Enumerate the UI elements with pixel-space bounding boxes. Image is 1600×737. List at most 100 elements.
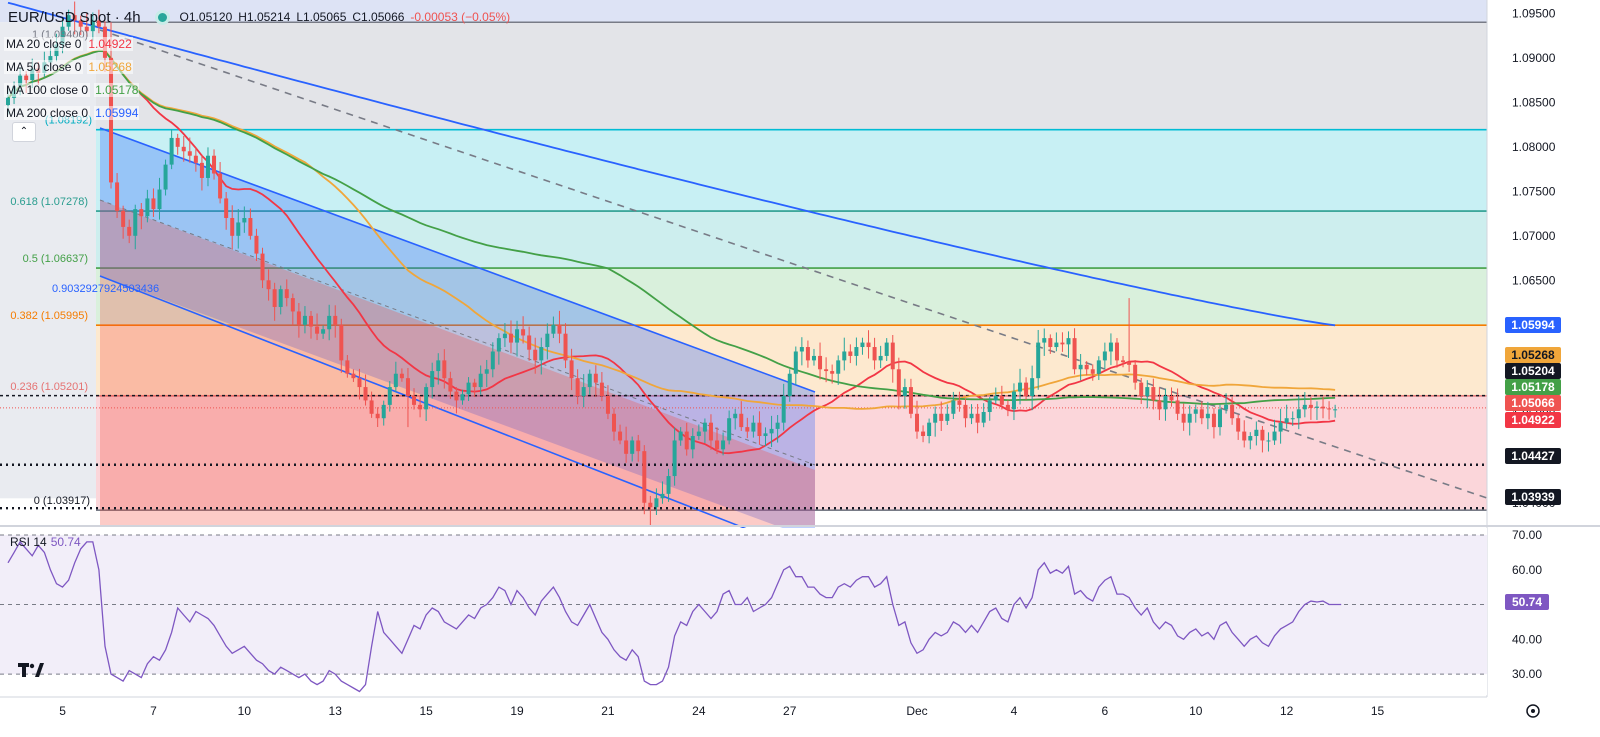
candle-body <box>109 57 114 183</box>
rsi-axis-bg <box>1488 528 1600 695</box>
rsi-badge-bg <box>1505 593 1549 610</box>
candle-body <box>1308 404 1313 408</box>
candle-body <box>1248 436 1253 441</box>
fib-label-5: 0.236 (1.05201) <box>10 381 88 393</box>
price-badge-7: 1.03939 <box>1505 489 1561 505</box>
candle-body <box>921 431 926 437</box>
candle-body <box>412 395 417 405</box>
candle-body <box>1254 429 1259 437</box>
candle-body <box>951 400 956 414</box>
rsi-value: 50.74 <box>50 535 81 549</box>
candle-body <box>1151 387 1156 401</box>
candle-body <box>721 440 726 450</box>
candle-body <box>169 137 174 165</box>
price-badge-5: 1.04922 <box>1505 412 1561 428</box>
fib-band-1 <box>96 129 1487 212</box>
tradingview-logo-icon[interactable] <box>18 660 44 680</box>
time-tick: 21 <box>601 704 615 718</box>
candle-body <box>515 329 520 343</box>
price-badge-text: 1.05066 <box>1511 396 1555 410</box>
candle-body <box>296 311 301 325</box>
candle-body <box>769 428 774 434</box>
candle-body <box>1133 364 1138 383</box>
candle-body <box>1187 413 1192 423</box>
candle-body <box>72 15 77 21</box>
candle-body <box>272 289 277 307</box>
candle-body <box>1224 404 1229 410</box>
candle-body <box>339 324 344 361</box>
candle-body <box>927 422 932 437</box>
candle-body <box>999 395 1004 405</box>
price-badge-bg <box>1505 489 1561 505</box>
candle-body <box>690 436 695 450</box>
candle-body <box>472 382 477 388</box>
time-tick: 15 <box>419 704 433 718</box>
candle-body <box>727 418 732 441</box>
candle-body <box>333 315 338 325</box>
ohlc-low: L1.05065 <box>296 10 347 24</box>
price-badge-text: 1.05994 <box>1511 318 1555 332</box>
rsi-badge: 50.74 <box>1505 593 1549 610</box>
fib-label-6: 0 (1.03917) <box>34 495 90 507</box>
price-badge-text: 1.04922 <box>1511 413 1555 427</box>
candle-body <box>1205 413 1210 419</box>
candle-body <box>187 151 192 156</box>
time-tick: Dec <box>906 704 927 718</box>
fib-retracement-bands <box>0 0 1487 511</box>
candle-body <box>563 333 568 361</box>
candle-body <box>1278 422 1283 432</box>
candle-body <box>605 395 610 414</box>
candle-body <box>60 26 65 45</box>
candle-body <box>290 298 295 312</box>
candle-body <box>466 382 471 395</box>
price-change: -0.00053 (−0.05%) <box>410 10 511 24</box>
candle-body <box>854 347 859 356</box>
candle-body <box>508 333 513 343</box>
fib-band-top <box>0 0 1487 23</box>
settings-gear-icon[interactable] <box>1526 704 1540 718</box>
ma200-legend[interactable]: MA 200 close 0 1.05994 <box>4 105 140 120</box>
candle-body <box>309 315 313 327</box>
candle-body <box>636 440 641 452</box>
candle-body <box>399 373 404 379</box>
candle-body <box>424 387 429 410</box>
chart-header: EUR/USD Spot · 4h O1.05120 H1.05214 L1.0… <box>8 6 510 28</box>
candle-body <box>315 326 320 334</box>
channel-fill-blue <box>100 128 815 540</box>
ma20-legend[interactable]: MA 20 close 0 1.04922 <box>4 36 133 51</box>
candle-body <box>454 391 459 401</box>
rsi-line <box>7 540 1342 693</box>
ohlc-close: C1.05066 <box>352 10 405 24</box>
time-tick: 13 <box>329 704 343 718</box>
candle-body <box>1181 413 1186 423</box>
collapse-legend-button[interactable]: ⌃ <box>12 122 36 142</box>
candle-body <box>569 360 574 379</box>
candle-body <box>175 137 180 147</box>
rsi-legend[interactable]: RSI 14 50.74 <box>10 535 81 549</box>
candle-body <box>1042 338 1047 343</box>
candle-body <box>1108 342 1113 352</box>
candle-body <box>763 433 768 437</box>
candle-body <box>484 369 489 374</box>
candle-body <box>1333 409 1338 411</box>
candle-body <box>1296 409 1301 419</box>
ma50-legend[interactable]: MA 50 close 0 1.05268 <box>4 59 133 74</box>
candle-body <box>957 400 962 405</box>
channel-upper-line <box>99 127 816 393</box>
candle-body <box>345 360 350 374</box>
candle-body <box>205 155 210 178</box>
ma100-legend[interactable]: MA 100 close 0 1.05178 <box>4 82 140 97</box>
symbol-title[interactable]: EUR/USD Spot · 4h <box>8 8 141 26</box>
candle-body <box>48 56 53 63</box>
candle-body <box>575 378 580 396</box>
candle-body <box>236 222 241 236</box>
ma-legend: MA 20 close 0 1.04922 MA 50 close 0 1.0526… <box>4 32 140 124</box>
candle-body <box>1145 387 1150 396</box>
candle-body <box>163 164 168 190</box>
price-tick: 1.07500 <box>1512 184 1556 198</box>
candle-body <box>436 360 441 372</box>
candle-body <box>539 347 544 361</box>
candle-body <box>551 324 556 334</box>
price-badge-1: 1.05268 <box>1505 347 1561 363</box>
